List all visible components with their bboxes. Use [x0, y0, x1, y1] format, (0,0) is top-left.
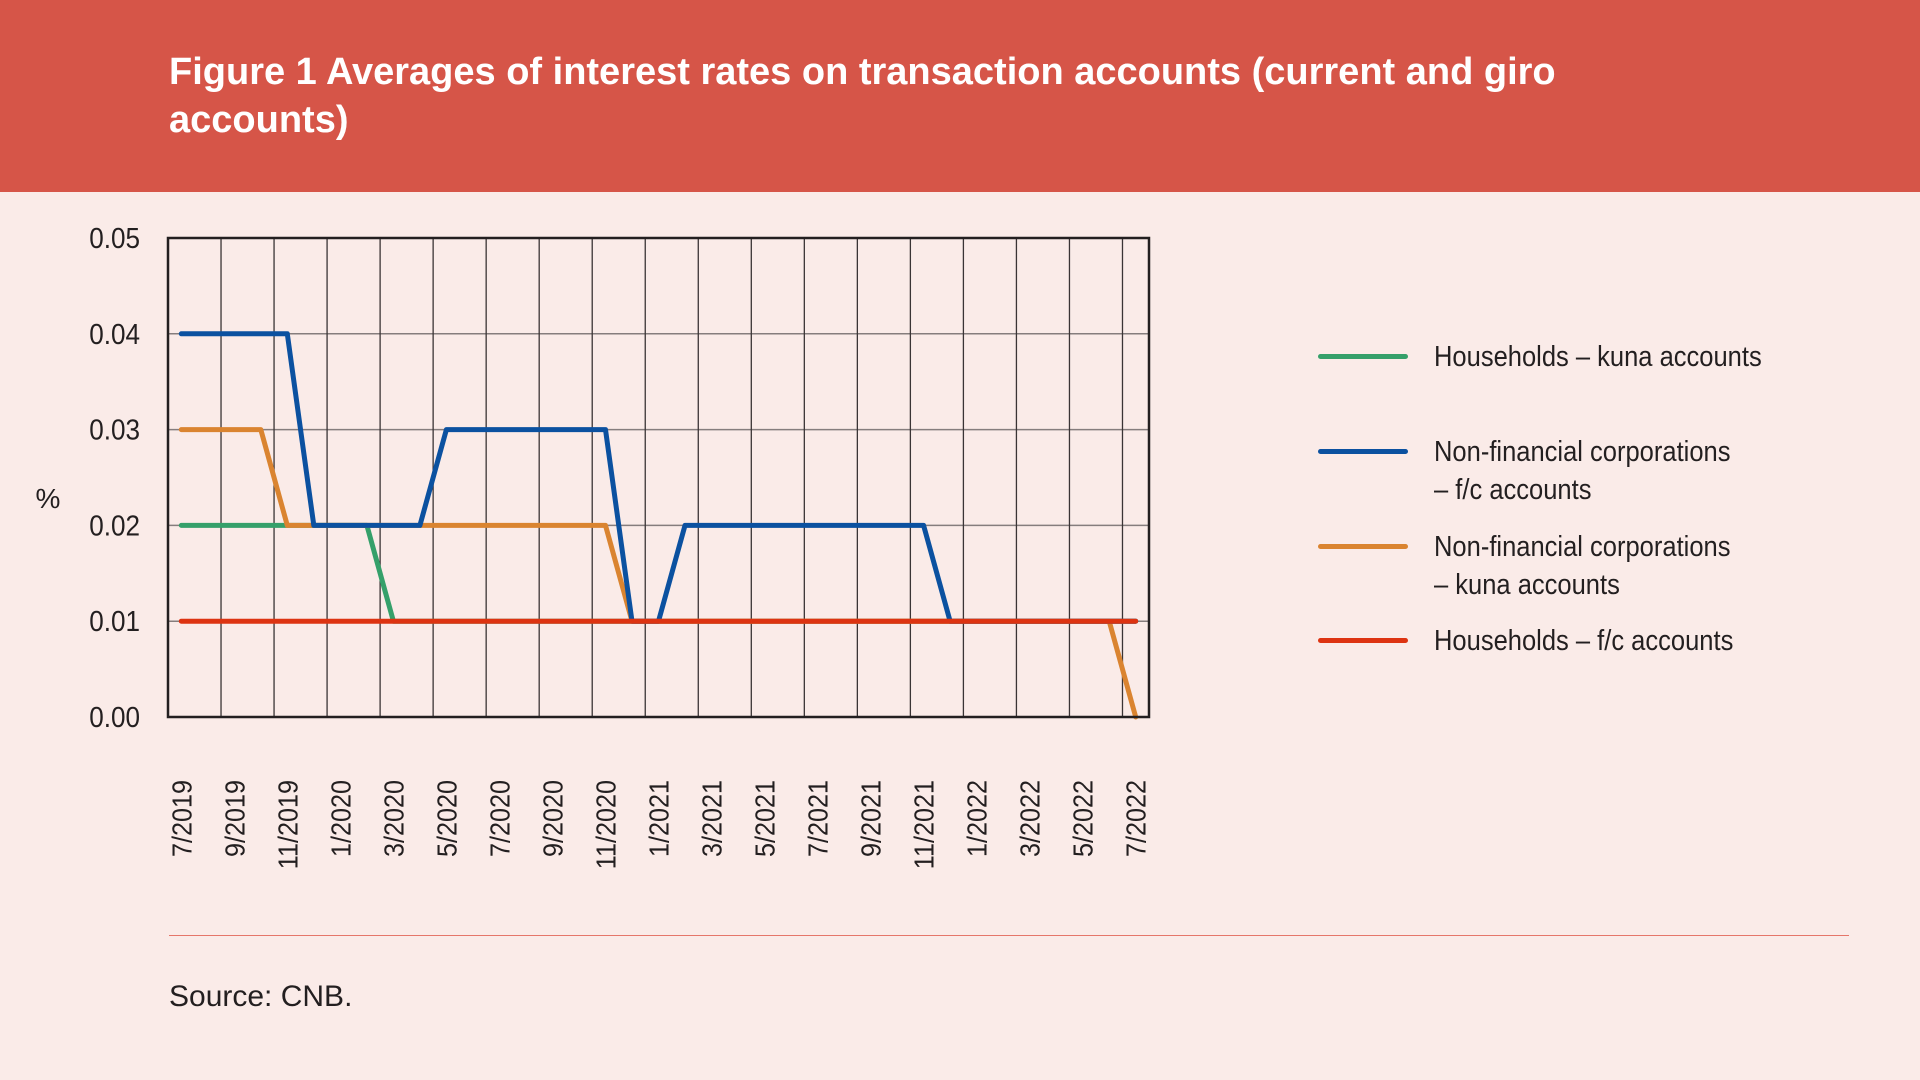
x-tick-label: 3/2021 — [696, 780, 728, 857]
x-tick-label: 1/2022 — [961, 780, 993, 857]
x-tick-label: 11/2019 — [272, 780, 304, 869]
y-tick-label: 0.01 — [89, 605, 140, 638]
figure-title: Figure 1 Averages of interest rates on t… — [169, 51, 1556, 141]
legend-swatch — [1318, 544, 1408, 549]
legend-label: Non-financial corporations — [1434, 531, 1731, 563]
x-tick-label: 7/2020 — [484, 780, 516, 857]
legend-swatch — [1318, 354, 1408, 359]
plot-frame — [166, 236, 1151, 719]
y-tick-label: 0.03 — [89, 413, 140, 446]
figure-header: Figure 1 Averages of interest rates on t… — [0, 0, 1920, 192]
footer-divider — [169, 935, 1849, 936]
legend-swatch — [1318, 449, 1408, 454]
x-tick-label: 5/2020 — [431, 780, 463, 857]
x-tick-label: 11/2021 — [908, 780, 940, 869]
x-tick-label: 5/2021 — [749, 780, 781, 857]
legend-label: – f/c accounts — [1434, 474, 1592, 506]
legend-label: Households – kuna accounts — [1434, 341, 1762, 373]
x-tick-label: 9/2021 — [855, 780, 887, 857]
legend-label: – kuna accounts — [1434, 569, 1620, 601]
x-tick-label: 5/2022 — [1067, 780, 1099, 857]
y-tick-label: 0.02 — [89, 509, 140, 542]
legend-label: Non-financial corporations — [1434, 436, 1731, 468]
legend-swatch — [1318, 638, 1408, 643]
series-line-households-kuna-accounts — [178, 522, 1139, 624]
x-tick-label: 9/2019 — [219, 780, 251, 857]
series-line-non-financial-corporations-kuna-accounts — [178, 427, 1139, 720]
x-tick-label: 7/2019 — [166, 780, 198, 857]
x-tick-label: 1/2021 — [643, 780, 675, 857]
legend-label: Households – f/c accounts — [1434, 625, 1734, 657]
x-tick-label: 1/2020 — [325, 780, 357, 857]
x-tick-label: 11/2020 — [590, 780, 622, 869]
y-tick-label: 0.00 — [89, 701, 140, 734]
y-tick-label: 0.05 — [89, 222, 140, 255]
x-tick-label: 9/2020 — [537, 780, 569, 857]
x-tick-label: 7/2021 — [802, 780, 834, 857]
x-tick-label: 3/2020 — [378, 780, 410, 857]
series-line-non-financial-corporations-f-c-accounts — [178, 331, 1139, 624]
x-tick-label: 7/2022 — [1121, 780, 1153, 857]
x-tick-label: 3/2022 — [1014, 780, 1046, 857]
y-axis-label: % — [36, 483, 61, 514]
y-tick-label: 0.04 — [89, 318, 140, 351]
source-note: Source: CNB. — [169, 980, 353, 1013]
